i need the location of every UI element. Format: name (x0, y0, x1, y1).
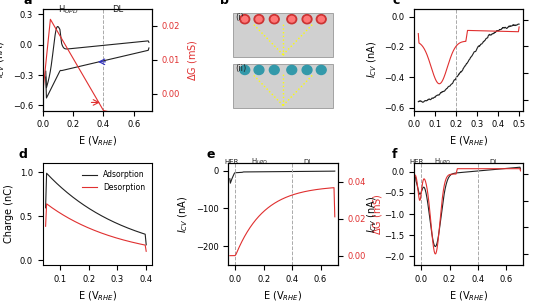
Text: H$_{UPD}$: H$_{UPD}$ (434, 157, 451, 167)
X-axis label: E (V$_{RHE}$): E (V$_{RHE}$) (263, 289, 303, 301)
Y-axis label: $I_{CV}$ (nA): $I_{CV}$ (nA) (365, 195, 379, 233)
Adsorption (70, 195, 76, 199)
Desorption (143, 250, 150, 253)
Circle shape (304, 16, 310, 22)
Circle shape (302, 65, 312, 75)
Text: e: e (207, 148, 215, 161)
Bar (233, 64, 333, 107)
Circle shape (316, 65, 326, 75)
Desorption (61, 214, 68, 218)
Text: H$_{UPD}$: H$_{UPD}$ (58, 3, 78, 16)
Y-axis label: $I_{CV}$ (nA): $I_{CV}$ (nA) (365, 41, 379, 79)
Y-axis label: $\Delta$G (mS): $\Delta$G (mS) (186, 39, 199, 81)
Line: Adsorption: Adsorption (45, 173, 146, 245)
Text: f: f (392, 148, 398, 161)
Text: (i): (i) (235, 13, 244, 22)
Text: (ii): (ii) (235, 64, 246, 73)
Text: DL: DL (489, 159, 498, 165)
Circle shape (240, 65, 250, 75)
Desorption (43, 202, 50, 206)
Text: b: b (219, 0, 229, 7)
Circle shape (240, 15, 250, 24)
Bar (233, 13, 333, 57)
X-axis label: E (V$_{RHE}$): E (V$_{RHE}$) (78, 135, 117, 148)
Legend: Adsorption, Desorption: Adsorption, Desorption (78, 167, 148, 195)
Desorption (47, 205, 53, 208)
Adsorption (61, 189, 68, 192)
Desorption (42, 225, 49, 228)
Adsorption (138, 231, 145, 235)
Desorption (135, 242, 142, 245)
Y-axis label: $I_{CV}$ (nA): $I_{CV}$ (nA) (177, 195, 191, 233)
Desorption (138, 243, 145, 246)
Text: DL: DL (303, 159, 312, 165)
Text: HER: HER (224, 159, 238, 165)
Adsorption (135, 230, 142, 234)
Adsorption (42, 206, 49, 209)
Circle shape (269, 15, 279, 24)
Text: d: d (19, 148, 28, 161)
Y-axis label: Charge (nC): Charge (nC) (4, 185, 14, 244)
Desorption (49, 206, 56, 210)
X-axis label: E (V$_{RHE}$): E (V$_{RHE}$) (78, 289, 117, 301)
Text: a: a (23, 0, 32, 7)
Circle shape (254, 15, 264, 24)
Adsorption (143, 243, 150, 247)
Adsorption (49, 177, 56, 181)
Text: HER: HER (410, 159, 424, 165)
Circle shape (242, 16, 248, 22)
Circle shape (318, 16, 324, 22)
Desorption (70, 219, 76, 222)
Circle shape (271, 16, 277, 22)
Circle shape (287, 15, 297, 24)
Circle shape (289, 16, 295, 22)
Circle shape (316, 15, 326, 24)
Circle shape (269, 65, 279, 75)
Adsorption (47, 175, 53, 179)
Text: DL: DL (113, 5, 124, 14)
X-axis label: E (V$_{RHE}$): E (V$_{RHE}$) (449, 135, 488, 148)
Circle shape (254, 65, 264, 75)
Line: Desorption: Desorption (45, 204, 146, 251)
Y-axis label: $I_{CV}$ (nA): $I_{CV}$ (nA) (0, 41, 7, 79)
Text: c: c (392, 0, 399, 7)
Adsorption (43, 172, 50, 175)
Text: H$_{UPD}$: H$_{UPD}$ (251, 157, 268, 167)
Circle shape (302, 15, 312, 24)
X-axis label: E (V$_{RHE}$): E (V$_{RHE}$) (449, 289, 488, 301)
Y-axis label: $\Delta$G (mS): $\Delta$G (mS) (371, 193, 384, 235)
Circle shape (256, 16, 262, 22)
Circle shape (287, 65, 297, 75)
